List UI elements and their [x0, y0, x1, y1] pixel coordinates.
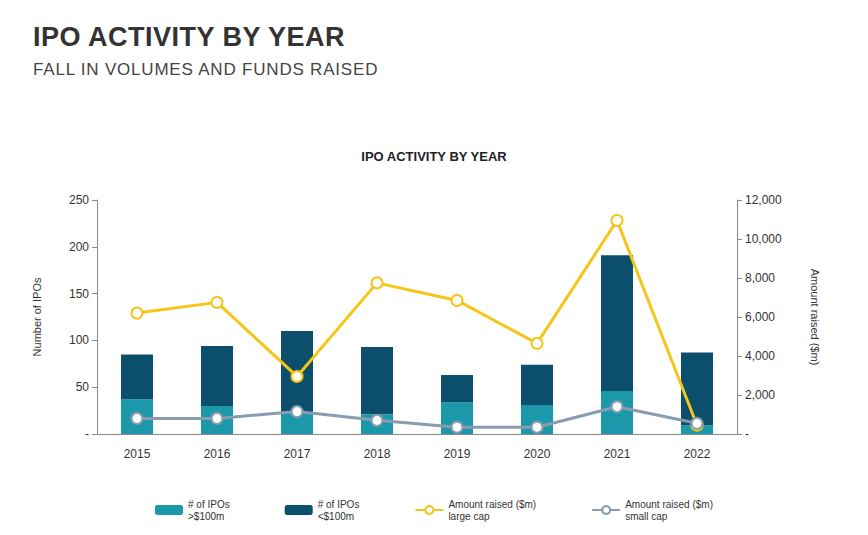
svg-text:2019: 2019	[444, 447, 471, 461]
svg-text:4,000: 4,000	[745, 349, 775, 363]
svg-text:2021: 2021	[604, 447, 631, 461]
svg-text:IPO ACTIVITY BY YEAR: IPO ACTIVITY BY YEAR	[361, 149, 507, 164]
svg-text:150: 150	[69, 287, 89, 301]
svg-text:2020: 2020	[524, 447, 551, 461]
svg-text:Number of IPOs: Number of IPOs	[31, 277, 43, 356]
svg-text:# of IPOs: # of IPOs	[188, 499, 230, 510]
svg-text:2017: 2017	[284, 447, 311, 461]
svg-text:-: -	[745, 427, 749, 441]
svg-text:<$100m: <$100m	[318, 511, 354, 522]
svg-text:2016: 2016	[204, 447, 231, 461]
svg-text:Amount raised ($m): Amount raised ($m)	[448, 499, 536, 510]
svg-text:10,000: 10,000	[745, 232, 782, 246]
svg-text:12,000: 12,000	[745, 193, 782, 207]
svg-text:large cap: large cap	[448, 511, 490, 522]
svg-text:>$100m: >$100m	[188, 511, 224, 522]
svg-text:100: 100	[69, 333, 89, 347]
svg-text:2015: 2015	[124, 447, 151, 461]
svg-text:8,000: 8,000	[745, 271, 775, 285]
svg-text:2,000: 2,000	[745, 388, 775, 402]
svg-text:50: 50	[76, 380, 90, 394]
svg-text:200: 200	[69, 240, 89, 254]
svg-text:Amount raised ($m): Amount raised ($m)	[809, 269, 821, 366]
svg-text:250: 250	[69, 193, 89, 207]
html-text:FALL IN VOLUMES AND FUNDS RAIS: FALL IN VOLUMES AND FUNDS RAISED	[33, 60, 379, 79]
svg-text:# of IPOs: # of IPOs	[318, 499, 360, 510]
svg-text:6,000: 6,000	[745, 310, 775, 324]
svg-text:small cap: small cap	[625, 511, 668, 522]
svg-text:2022: 2022	[684, 447, 711, 461]
svg-text:-: -	[85, 427, 89, 441]
html-text:IPO ACTIVITY BY YEAR: IPO ACTIVITY BY YEAR	[33, 22, 346, 52]
svg-text:Amount raised ($m): Amount raised ($m)	[625, 499, 713, 510]
svg-text:2018: 2018	[364, 447, 391, 461]
